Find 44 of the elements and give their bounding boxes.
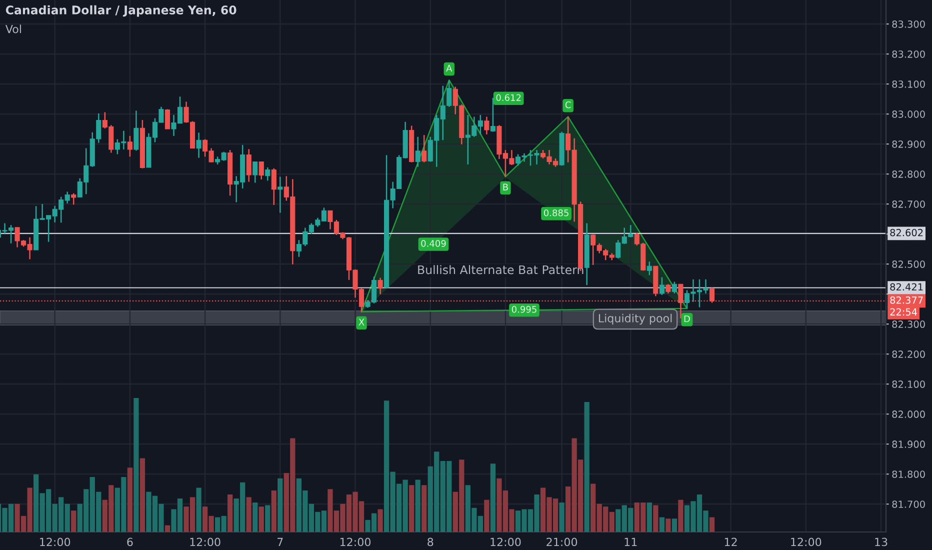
x-tick-label: 21:00 — [546, 538, 578, 546]
x-tick-label: 12:00 — [490, 538, 521, 546]
annotation: 0.409 — [421, 240, 446, 247]
x-tick-label: 12:00 — [791, 538, 822, 546]
data-label: A — [446, 64, 452, 72]
y-tick-label: 82.000 — [892, 410, 925, 418]
annotation: Bullish Alternate Bat Pattern — [418, 265, 584, 274]
annotation: 0.612 — [496, 94, 521, 102]
x-tick-label: 12:00 — [40, 538, 70, 546]
y-tick-label: 81.800 — [892, 470, 925, 478]
data-label: C — [565, 101, 571, 108]
y-tick-label: 81.700 — [892, 500, 925, 508]
x-tick-label: 12 — [724, 538, 737, 546]
x-tick-label: 8 — [428, 538, 434, 546]
data-label: D — [684, 315, 690, 322]
y-tick-label: 81.900 — [892, 440, 925, 448]
data-label: X — [358, 318, 364, 326]
chart-title: Vol — [5, 24, 21, 34]
y-tick-label: 83.300 — [892, 20, 925, 28]
y-tick-label: 83.000 — [892, 110, 925, 118]
y-tick-label: 82.100 — [892, 380, 925, 388]
y-tick-label: 82.200 — [892, 350, 925, 358]
x-tick-label: 12:00 — [190, 538, 220, 546]
ref-line-label: 82.421 — [890, 283, 923, 291]
y-tick-label: 82.700 — [892, 200, 925, 208]
annotation: Liquidity pool — [598, 314, 672, 325]
y-tick-label: 83.200 — [892, 50, 925, 58]
annotation: 0.885 — [544, 209, 568, 216]
x-tick-label: 13 — [875, 538, 888, 546]
data-label: B — [503, 184, 508, 190]
y-tick-label: 82.500 — [892, 260, 925, 268]
x-tick-label: 12:00 — [340, 538, 371, 546]
x-tick-label: 6 — [127, 538, 133, 546]
y-tick-label: 82.800 — [892, 170, 925, 178]
chart-title: Canadian Dollar / Japanese Yen, 60 — [6, 5, 236, 17]
y-tick-label: 82.300 — [892, 320, 925, 328]
annotation: 0.995 — [512, 306, 536, 313]
x-tick-label: 11 — [624, 538, 637, 546]
x-tick-label: 7 — [278, 538, 283, 546]
ref-line-label: 82.377 — [890, 296, 923, 304]
text: 22:54 — [890, 308, 918, 316]
y-tick-label: 82.900 — [892, 140, 925, 148]
ref-line-label: 82.602 — [890, 228, 923, 236]
y-tick-label: 83.100 — [892, 80, 925, 88]
